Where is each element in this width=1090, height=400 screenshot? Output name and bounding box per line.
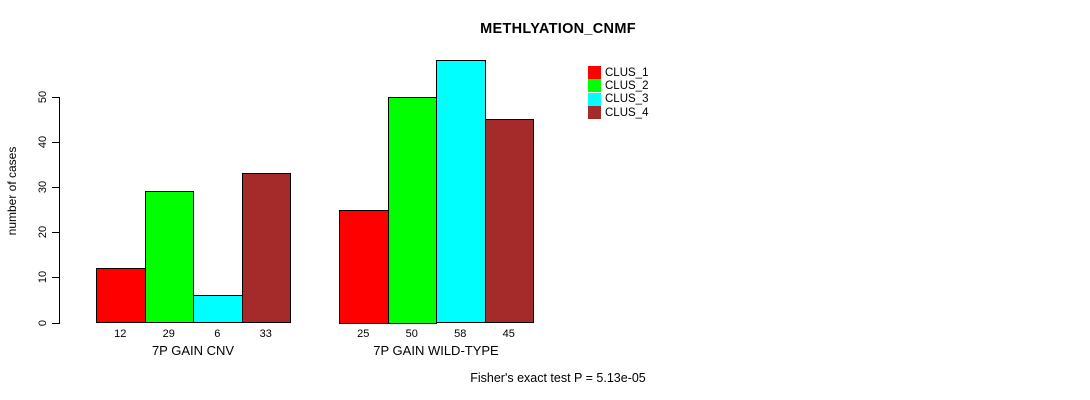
y-axis-line xyxy=(59,96,60,324)
bar-clus_3-1 xyxy=(193,295,243,324)
y-tick xyxy=(52,277,59,279)
y-tick xyxy=(52,186,59,188)
legend-label: CLUS_2 xyxy=(605,79,649,92)
y-axis-label: number of cases xyxy=(5,146,19,236)
bar-value-label: 33 xyxy=(259,328,272,340)
bar-value-label: 50 xyxy=(405,328,418,340)
y-tick xyxy=(52,141,59,143)
legend-swatch-clus_1 xyxy=(588,66,601,79)
legend-label: CLUS_3 xyxy=(605,93,649,106)
chart-title: METHLYATION_CNMF xyxy=(480,21,636,37)
bar-value-label: 25 xyxy=(357,328,370,340)
bar-clus_1-1 xyxy=(96,268,146,324)
y-tick-label: 0 xyxy=(37,319,49,326)
bar-clus_2-1 xyxy=(144,191,194,324)
y-tick-label: 30 xyxy=(37,180,49,194)
y-tick-label: 50 xyxy=(37,90,49,103)
bar-value-label: 12 xyxy=(114,328,127,340)
bar-value-label: 6 xyxy=(214,328,221,340)
bar-clus_2-2 xyxy=(387,96,437,324)
bar-clus_1-2 xyxy=(339,209,389,324)
bar-value-label: 45 xyxy=(502,328,515,340)
y-tick-label: 40 xyxy=(37,135,49,148)
bar-clus_4-2 xyxy=(484,119,534,324)
y-tick xyxy=(52,96,59,98)
bar-clus_4-1 xyxy=(241,173,291,324)
bar-clus_3-2 xyxy=(436,60,486,324)
bar-value-label: 58 xyxy=(454,328,467,340)
legend-label: CLUS_1 xyxy=(605,66,649,79)
x-category-label: 7P GAIN WILD-TYPE xyxy=(373,343,499,358)
x-category-label: 7P GAIN CNV xyxy=(151,343,235,358)
legend-swatch-clus_3 xyxy=(588,92,601,106)
bar-value-label: 29 xyxy=(162,328,175,340)
legend-swatch-clus_2 xyxy=(588,79,601,93)
y-tick xyxy=(52,232,59,234)
y-tick-label: 10 xyxy=(37,271,49,284)
fisher-test-annotation: Fisher's exact test P = 5.13e-05 xyxy=(470,371,646,385)
legend-label: CLUS_4 xyxy=(605,106,649,119)
legend-swatch-clus_4 xyxy=(588,106,601,120)
y-tick xyxy=(52,322,59,324)
y-tick-label: 20 xyxy=(37,225,49,239)
